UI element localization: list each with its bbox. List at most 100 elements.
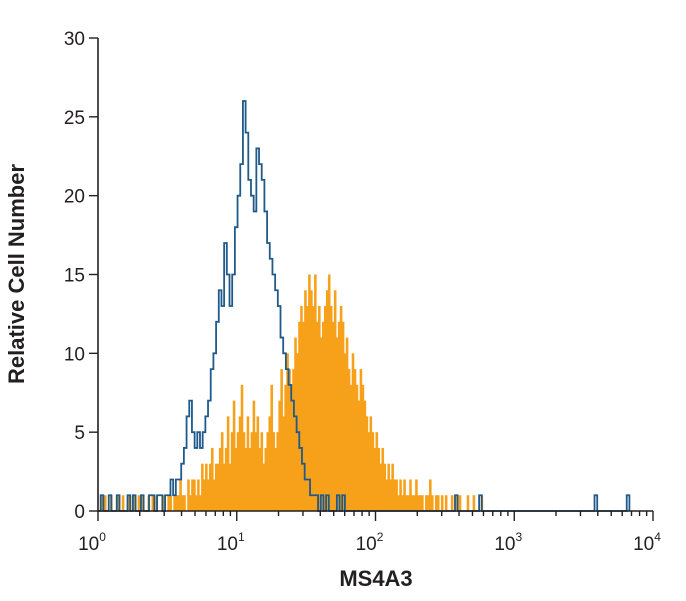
histogram-bar (276, 432, 279, 511)
histogram-bar (226, 416, 230, 511)
histogram-bar (312, 306, 315, 511)
histogram-bar (175, 495, 178, 511)
histogram-bar (329, 306, 333, 511)
histogram-bar (244, 447, 248, 511)
histogram-bar (383, 463, 387, 511)
histogram-bar (137, 495, 141, 511)
x-tick-label: 103 (494, 530, 522, 555)
histogram-bar (355, 384, 359, 511)
x-tick-label: 100 (78, 530, 106, 555)
histogram-bar (216, 463, 220, 511)
histogram-bar (181, 495, 184, 511)
histogram-bar (183, 495, 186, 511)
histogram-bar (224, 447, 228, 511)
histogram-bar (393, 479, 396, 511)
histogram-bar (466, 495, 470, 511)
histogram-bar (417, 495, 420, 511)
histogram-bar (199, 495, 202, 511)
x-tick-label: 104 (633, 530, 661, 555)
histogram-bar (353, 369, 357, 511)
histogram-bar (429, 479, 432, 511)
histogram-bar (351, 353, 355, 511)
histogram-bar (230, 432, 234, 511)
histogram-bar (458, 495, 462, 511)
histogram-bar (264, 447, 268, 511)
histogram-bar (218, 447, 222, 511)
plot-area (98, 100, 631, 512)
histogram-bar (169, 495, 172, 511)
histogram-bar (220, 432, 224, 511)
histogram-bar (450, 495, 454, 511)
histogram-bar (292, 369, 295, 511)
histogram-bar (193, 479, 196, 511)
histogram-bar (333, 290, 337, 511)
histogram-bar (256, 416, 260, 511)
histogram-bar (327, 274, 331, 511)
histogram-bar (347, 369, 351, 511)
histogram-bar (341, 321, 345, 511)
histogram-bar (310, 290, 313, 511)
histogram-bar (302, 321, 305, 511)
histogram-bar (187, 479, 190, 511)
histogram-bar (379, 463, 383, 511)
histogram-bar (413, 495, 416, 511)
histogram-bar (214, 463, 218, 511)
histogram-bar (325, 290, 329, 511)
histogram-bar (228, 463, 232, 511)
histogram-bar (401, 495, 404, 511)
histogram-bar (278, 400, 281, 511)
histogram-bar (246, 416, 250, 511)
histogram-bar (405, 495, 408, 511)
histogram-bar (339, 306, 343, 511)
histogram-bar (197, 479, 200, 511)
histogram-bar (385, 479, 388, 511)
histogram-bar (472, 495, 476, 511)
y-tick-label: 20 (64, 187, 85, 208)
histogram-bar (173, 495, 176, 511)
histogram-bar (189, 495, 192, 511)
histogram-bar (238, 416, 242, 511)
histogram-bar (436, 495, 440, 511)
histogram-bar (371, 432, 375, 511)
histogram-bar (288, 369, 291, 511)
histogram-bar (284, 384, 287, 511)
histogram-bar (419, 495, 422, 511)
histogram-bar (121, 495, 125, 511)
histogram-bar (234, 447, 238, 511)
histogram-bar (363, 400, 367, 511)
histogram-bar (397, 495, 400, 511)
histogram-bar (205, 463, 208, 511)
histogram-bar (427, 495, 430, 511)
histogram-bar (409, 479, 412, 511)
histogram-bar (434, 495, 438, 511)
histogram-bar (377, 447, 381, 511)
histogram-bar (421, 495, 424, 511)
histogram-bar (268, 416, 272, 511)
histogram-bar (195, 495, 198, 511)
y-tick-label: 25 (64, 108, 85, 129)
histogram-bar (314, 274, 317, 511)
histogram-bar (274, 447, 277, 511)
histogram-bar (252, 400, 256, 511)
histogram-bar (248, 447, 252, 511)
y-tick-label: 30 (64, 29, 85, 50)
histogram-bar (373, 447, 377, 511)
histogram-bar (209, 463, 212, 511)
histogram-bar (203, 479, 206, 511)
histogram-bar (300, 306, 303, 511)
histogram-bar (321, 321, 325, 511)
histogram-bar (440, 495, 444, 511)
histogram-bar (298, 321, 301, 511)
histogram-bar (179, 479, 182, 511)
histogram-bar (403, 479, 406, 511)
histogram-bar (389, 479, 392, 511)
x-tick-label: 102 (356, 530, 384, 555)
histogram-bar (367, 432, 371, 511)
histogram-bar (357, 400, 361, 511)
histogram-bar (395, 479, 398, 511)
x-axis-title: MS4A3 (339, 566, 412, 591)
histogram-bar (212, 479, 216, 511)
histogram-bar (454, 495, 458, 511)
histogram-bar (444, 495, 448, 511)
